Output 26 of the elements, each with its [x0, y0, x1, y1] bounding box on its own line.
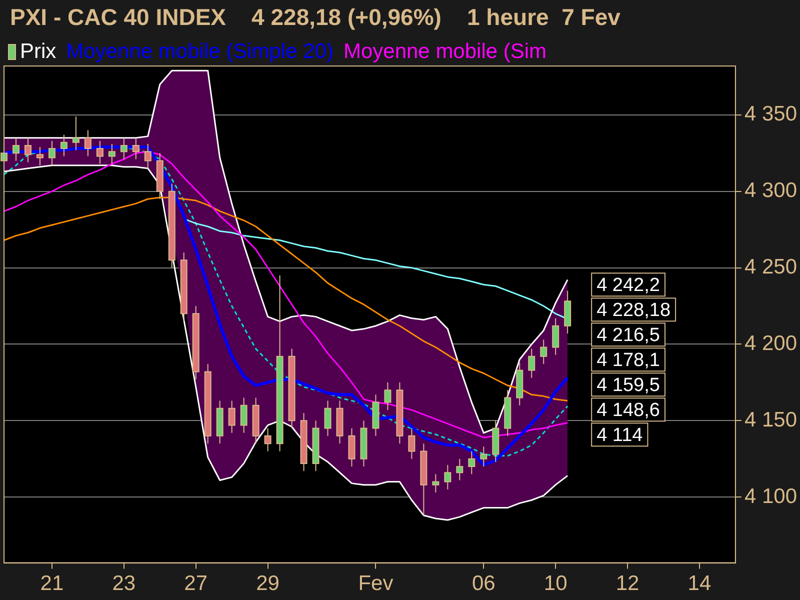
y-tick-label: 4 100 [744, 484, 798, 508]
y-tick-label: 4 300 [744, 179, 798, 202]
legend-label: Prix [19, 40, 56, 64]
chart-title: PXI - CAC 40 INDEX 4 228,18 (+0,96%) 1 heure 7 Fev [10, 4, 620, 31]
y-tick-label: 4 250 [744, 256, 798, 279]
annotation: 4 148,6 [596, 400, 660, 421]
x-tick-label: 14 [688, 572, 712, 596]
text: Moyenne mobile (Simple 20) [66, 40, 334, 64]
annotation: 4 228,18 [596, 300, 671, 321]
x-tick-label: 21 [40, 572, 64, 596]
annotation: 4 178,1 [596, 350, 660, 371]
text: Moyenne mobile (Sim [343, 40, 547, 64]
x-tick-label: 10 [544, 572, 568, 596]
y-tick-label: 4 350 [744, 102, 798, 126]
y-tick-label: 4 200 [744, 332, 798, 356]
x-tick-label: 29 [256, 572, 280, 596]
x-tick-label: 06 [472, 572, 496, 596]
x-tick-label: Fev [358, 572, 394, 596]
annotation: 4 242,2 [596, 274, 660, 296]
x-tick-label: 27 [184, 572, 208, 596]
annotation: 4 114 [596, 424, 644, 446]
annotation: 4 159,5 [596, 374, 660, 396]
x-tick-label: 23 [112, 572, 136, 596]
annotation: 4 216,5 [596, 324, 660, 346]
x-tick-label: 12 [616, 572, 640, 596]
y-tick-label: 4 150 [744, 408, 798, 432]
